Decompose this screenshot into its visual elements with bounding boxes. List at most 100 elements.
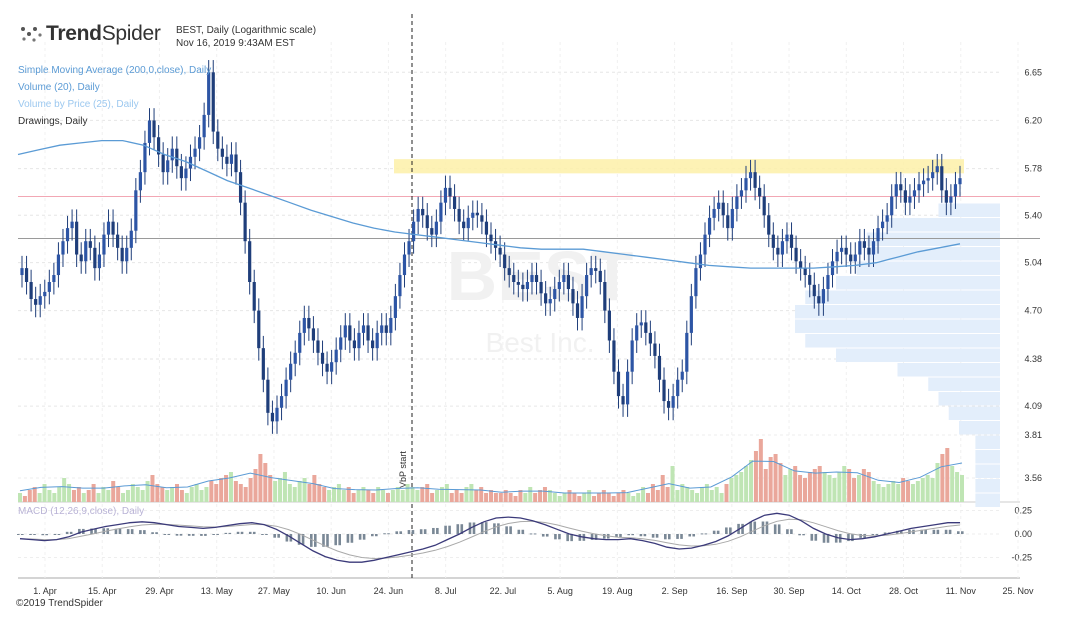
macd-histogram-bar: [493, 523, 496, 534]
volume-bar: [920, 478, 925, 502]
candle-body: [680, 371, 684, 380]
candle-body: [899, 184, 903, 191]
macd-histogram-bar: [17, 534, 20, 535]
candle-body: [371, 340, 375, 349]
volume-bar: [238, 484, 243, 502]
volume-bar: [832, 478, 837, 502]
candle-body: [88, 241, 92, 248]
candle-body: [512, 275, 516, 283]
macd-histogram-bar: [570, 534, 573, 542]
price-tick-label: 6.65: [1024, 67, 1042, 77]
macd-histogram-bar: [651, 534, 655, 538]
chart-timestamp: Nov 16, 2019 9:43AM EST: [176, 38, 295, 49]
x-tick-label: 24. Jun: [374, 586, 404, 596]
volume-bar: [111, 481, 116, 502]
volume-bar: [596, 493, 601, 502]
volume-bar: [807, 472, 812, 502]
volume-tick-label: 3.81: [1024, 430, 1042, 440]
logo-bold-text: Trend: [46, 22, 102, 45]
volume-bar: [268, 475, 273, 502]
macd-histogram-bar: [309, 534, 313, 547]
price-tick-label: 5.40: [1024, 210, 1042, 220]
candle-body: [607, 310, 611, 341]
candle-body: [566, 275, 571, 290]
volume-bar: [621, 490, 626, 502]
candle-body: [220, 148, 224, 157]
legend-vbp[interactable]: Volume by Price (25), Daily: [18, 99, 139, 110]
candle-body: [803, 268, 807, 276]
volume-bar: [587, 490, 592, 502]
volume-bar: [896, 484, 901, 502]
vbp-bar: [959, 421, 1000, 435]
volume-bar: [847, 469, 852, 502]
candle-body: [717, 202, 721, 209]
price-tick-label: 5.04: [1024, 258, 1042, 268]
x-tick-label: 14. Oct: [832, 586, 862, 596]
candle-body: [666, 401, 671, 408]
macd-histogram-bar: [126, 529, 130, 534]
volume-bar: [852, 478, 857, 502]
volume-bar: [533, 493, 538, 502]
candle-body: [808, 275, 812, 285]
candle-body: [20, 268, 24, 276]
candle-body: [434, 221, 438, 235]
volume-bar: [631, 496, 636, 502]
volume-bar: [57, 487, 62, 502]
vbp-bar: [836, 276, 1000, 290]
candle-body: [56, 254, 61, 276]
spider-logo-icon: [21, 27, 42, 42]
vbp-bar: [975, 479, 1000, 493]
candle-body: [238, 172, 243, 203]
candle-body: [316, 340, 320, 353]
volume-bar: [160, 487, 165, 502]
volume-bar: [381, 490, 386, 502]
legend-sma[interactable]: Simple Moving Average (200,0,close), Dai…: [18, 65, 212, 76]
volume-bar: [528, 487, 533, 502]
x-tick-label: 27. May: [258, 586, 291, 596]
macd-histogram-bar: [191, 534, 195, 536]
candle-body: [626, 371, 630, 405]
macd-histogram-bar: [655, 534, 659, 538]
price-tick-label: 6.20: [1024, 115, 1042, 125]
candle-body: [161, 154, 165, 173]
candle-body: [480, 215, 484, 222]
volume-bar: [179, 490, 184, 502]
candle-body: [320, 352, 325, 364]
volume-bar: [91, 484, 96, 502]
candle-body: [471, 212, 475, 218]
candle-body: [730, 208, 734, 229]
macd-histogram-bar: [786, 529, 789, 534]
vbp-start-label: VbP start: [398, 451, 408, 488]
candle-body: [780, 241, 785, 255]
candle-body: [97, 254, 102, 269]
x-tick-label: 16. Sep: [716, 586, 747, 596]
candle-body: [694, 268, 698, 297]
trendspider-logo: TrendSpider: [20, 22, 161, 46]
legend-volume[interactable]: Volume (20), Daily: [18, 82, 100, 93]
volume-bar: [96, 493, 101, 502]
sma-200-line: [17, 139, 961, 269]
candle-body: [47, 282, 51, 292]
volume-bar: [935, 463, 940, 502]
volume-bar: [690, 490, 695, 502]
candle-body: [776, 247, 780, 255]
volume-bar: [704, 484, 709, 502]
candle-body: [908, 196, 912, 203]
volume-bar: [155, 484, 160, 502]
vbp-bar: [805, 290, 1000, 304]
vbp-bar: [866, 232, 1000, 246]
x-tick-label: 30. Sep: [774, 586, 805, 596]
candle-body: [935, 166, 939, 173]
volume-bar: [484, 493, 489, 502]
candle-body: [703, 234, 707, 255]
candle-body: [366, 325, 370, 341]
macd-histogram-bar: [875, 534, 879, 536]
legend-drawings[interactable]: Drawings, Daily: [18, 116, 88, 127]
candle-body: [840, 247, 844, 252]
volume-bar: [439, 487, 444, 502]
macd-histogram-bar: [252, 531, 256, 534]
candle-body: [348, 325, 352, 341]
macd-histogram-bar: [790, 529, 793, 534]
candle-body: [821, 289, 825, 304]
